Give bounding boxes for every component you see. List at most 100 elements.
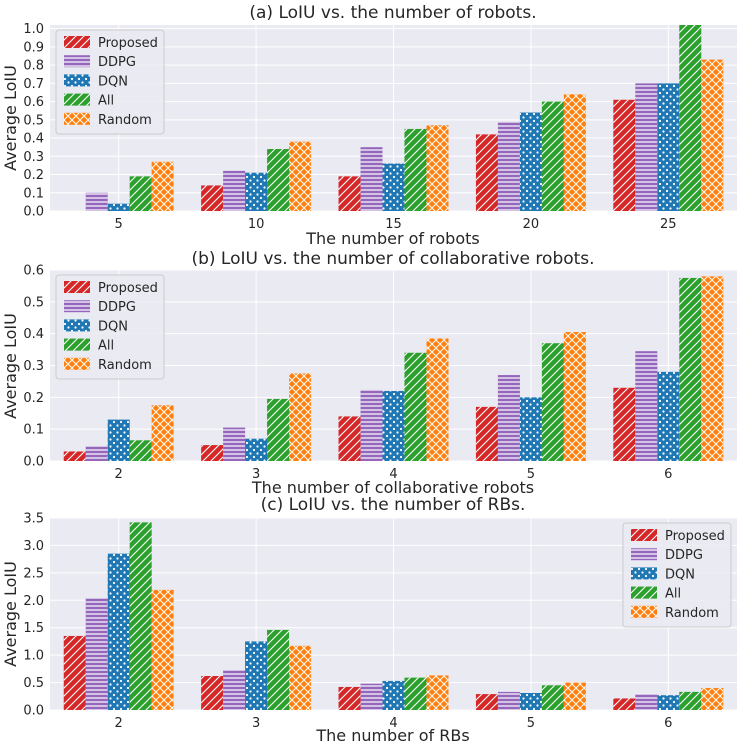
- legend-label-c-proposed: Proposed: [665, 529, 725, 544]
- y-tick-label-b: 0.6: [23, 264, 44, 279]
- bar-hatch-a-proposed-10: [201, 185, 224, 211]
- bar-hatch-b-dqn-3: [245, 438, 268, 461]
- bar-hatch-a-ddpg-15: [360, 147, 383, 211]
- x-axis-label-b: The number of collaborative robots: [251, 478, 534, 497]
- x-tick-label-b-2: 2: [115, 467, 123, 482]
- xticks-b: 2 3 4 5 6: [115, 467, 673, 482]
- chart-panel-b: 0.0 0.1 0.2 0.3 0.4 0.5 0.6 2 3 4 5 6 Proposed DDPG…: [1, 249, 737, 497]
- bar-hatch-a-dqn-20: [519, 112, 542, 211]
- bar-hatch-c-all-2: [129, 522, 152, 710]
- y-tick-label-a: 0.4: [23, 132, 44, 147]
- legend-swatch-hatch-c-random: [631, 605, 657, 618]
- x-tick-label-b-3: 3: [252, 467, 260, 482]
- bar-hatch-c-ddpg-4: [360, 683, 383, 710]
- legend-label-c-dqn: DQN: [665, 567, 695, 582]
- legend-label-c-all: All: [665, 587, 681, 602]
- legend-label-a-proposed: Proposed: [98, 36, 158, 51]
- legend-swatch-hatch-b-dqn: [64, 319, 90, 332]
- bar-hatch-c-ddpg-6: [635, 693, 658, 710]
- bar-hatch-a-dqn-10: [245, 172, 268, 211]
- bar-hatch-a-all-20: [541, 101, 564, 211]
- legend-swatch-hatch-b-all: [64, 338, 90, 351]
- legend-swatch-hatch-b-random: [64, 357, 90, 370]
- y-tick-label-b: 0.4: [23, 327, 44, 342]
- chart-title-b: (b) LoIU vs. the number of collaborative…: [191, 249, 594, 269]
- bar-hatch-a-random-20: [563, 94, 586, 211]
- legend-label-c-ddpg: DDPG: [665, 548, 703, 563]
- bar-hatch-c-ddpg-3: [223, 669, 246, 710]
- bar-hatch-c-random-6: [701, 688, 724, 710]
- legend-swatch-hatch-c-ddpg: [631, 548, 657, 561]
- bar-hatch-b-random-4: [426, 338, 449, 461]
- y-tick-label-c: 3.0: [23, 539, 44, 554]
- x-tick-label-b-4: 4: [389, 467, 397, 482]
- bar-hatch-c-all-4: [404, 677, 427, 710]
- bar-hatch-c-proposed-5: [475, 694, 498, 710]
- bar-hatch-b-random-5: [563, 332, 586, 461]
- bar-hatch-a-ddpg-25: [635, 83, 658, 211]
- legend-c: Proposed DDPG DQN All Random: [622, 522, 732, 628]
- legend-swatch-hatch-b-proposed: [64, 281, 90, 293]
- bar-hatch-a-dqn-15: [382, 163, 405, 211]
- legend-label-a-random: Random: [98, 113, 152, 128]
- y-tick-label-b: 0.5: [23, 295, 44, 310]
- x-tick-label-a-25: 25: [660, 217, 677, 232]
- legend-label-c-random: Random: [665, 606, 719, 621]
- y-tick-label-c: 3.5: [23, 512, 44, 527]
- bar-hatch-a-ddpg-20: [497, 121, 520, 211]
- bar-hatch-a-all-10: [267, 149, 290, 211]
- bar-hatch-c-random-4: [426, 675, 449, 710]
- bar-hatch-c-dqn-4: [382, 680, 405, 710]
- x-tick-label-a-20: 20: [523, 217, 540, 232]
- x-tick-label-a-15: 15: [385, 217, 402, 232]
- bar-hatch-c-ddpg-5: [497, 691, 520, 710]
- bars-c: [63, 522, 724, 710]
- legend-b: Proposed DDPG DQN All Random: [55, 274, 165, 380]
- y-tick-label-c: 0.5: [23, 676, 44, 691]
- legend-label-a-all: All: [98, 94, 114, 109]
- bar-hatch-c-dqn-3: [245, 641, 268, 710]
- x-tick-label-c-6: 6: [664, 716, 672, 731]
- bar-hatch-b-ddpg-6: [635, 351, 658, 461]
- bar-hatch-b-dqn-2: [107, 419, 130, 461]
- y-axis-label-a: Average LoIU: [1, 65, 20, 171]
- bar-hatch-b-all-2: [129, 440, 152, 461]
- legend-a: Proposed DDPG DQN All Random: [55, 29, 165, 135]
- chart-title-a: (a) LoIU vs. the number of robots.: [249, 3, 536, 23]
- xticks-c: 2 3 4 5 6: [115, 716, 673, 731]
- bar-hatch-c-random-5: [563, 682, 586, 710]
- bar-hatch-b-all-4: [404, 352, 427, 461]
- bar-hatch-a-random-15: [426, 125, 449, 211]
- y-tick-label-a: 0.8: [23, 59, 44, 74]
- x-tick-label-c-5: 5: [527, 716, 535, 731]
- y-tick-label-b: 0.1: [23, 423, 44, 438]
- y-tick-label-b: 0.3: [23, 359, 44, 374]
- bar-hatch-a-proposed-25: [613, 99, 636, 211]
- bar-hatch-b-dqn-6: [657, 371, 680, 461]
- y-tick-label-a: 0.6: [23, 95, 44, 110]
- legend-label-a-dqn: DQN: [98, 74, 128, 89]
- bar-hatch-b-proposed-3: [201, 445, 224, 461]
- y-tick-label-c: 1.5: [23, 621, 44, 636]
- x-tick-label-b-6: 6: [664, 467, 672, 482]
- legend-label-b-proposed: Proposed: [98, 281, 158, 296]
- bar-hatch-a-ddpg-5: [85, 192, 108, 211]
- x-tick-label-c-2: 2: [115, 716, 123, 731]
- yticks-c: 0.0 0.5 1.0 1.5 2.0 2.5 3.0 3.5: [23, 512, 44, 719]
- bar-hatch-c-dqn-2: [107, 553, 130, 710]
- bar-hatch-a-all-5: [129, 176, 152, 211]
- y-tick-label-a: 1.0: [23, 22, 44, 37]
- bar-hatch-b-proposed-2: [63, 451, 86, 461]
- chart-title-c: (c) LoIU vs. the number of RBs.: [261, 495, 526, 515]
- y-tick-label-c: 2.0: [23, 594, 44, 609]
- x-tick-label-c-3: 3: [252, 716, 260, 731]
- y-tick-label-a: 0.7: [23, 77, 44, 92]
- y-tick-label-a: 0.3: [23, 150, 44, 165]
- bar-hatch-a-dqn-5: [107, 203, 130, 211]
- bar-hatch-b-dqn-5: [519, 397, 542, 461]
- legend-swatch-hatch-c-all: [631, 586, 657, 599]
- x-tick-label-a-10: 10: [248, 217, 265, 232]
- x-tick-label-b-5: 5: [527, 467, 535, 482]
- bar-hatch-c-proposed-2: [63, 635, 86, 710]
